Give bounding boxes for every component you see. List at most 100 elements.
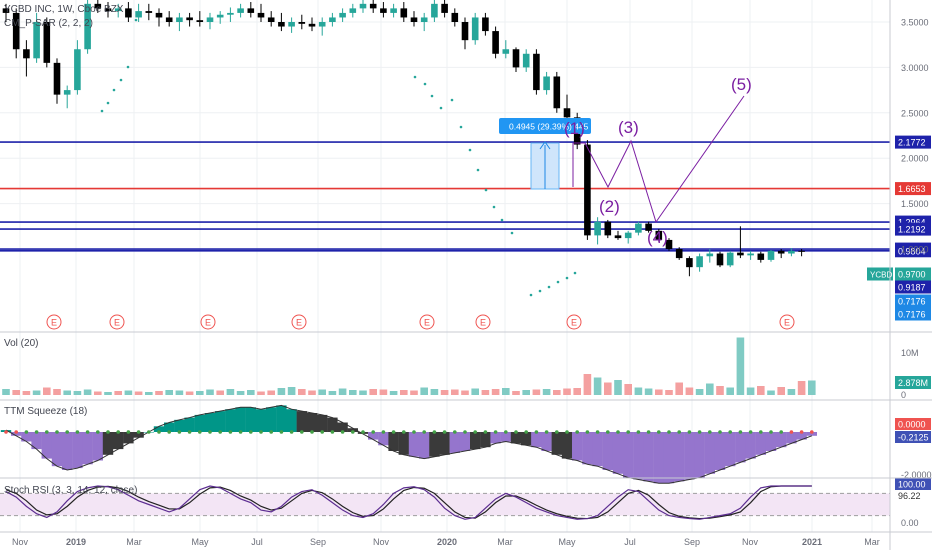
squeeze-bar — [286, 409, 297, 432]
squeeze-dot — [769, 430, 773, 434]
squeeze-bar — [204, 413, 216, 432]
time-tick-label: Nov — [12, 537, 29, 547]
volume-bar — [522, 390, 530, 395]
squeeze-bar — [113, 432, 124, 450]
time-tick-label: Jul — [624, 537, 636, 547]
sar-dot — [100, 109, 104, 113]
measure-label: 0.4945 (29.39%) 445 — [509, 122, 589, 132]
volume-bar — [797, 381, 806, 395]
squeeze-dot — [157, 430, 161, 434]
candle-body — [788, 250, 795, 254]
candle-body — [410, 17, 418, 22]
volume-bar — [563, 388, 571, 395]
volume-bar — [359, 390, 367, 395]
squeeze-bar — [51, 432, 63, 467]
time-tick-label: 2020 — [437, 537, 457, 547]
squeeze-bar — [276, 405, 287, 432]
squeeze-bar — [694, 432, 705, 478]
time-tick-label: Jul — [251, 537, 263, 547]
volume-bar — [338, 388, 347, 395]
stoch-d-line — [5, 485, 812, 520]
squeeze-dot — [65, 430, 69, 434]
squeeze-dot — [198, 430, 202, 434]
sar-dot — [134, 18, 138, 22]
squeeze-dot — [524, 430, 528, 434]
squeeze-bar — [429, 432, 440, 457]
squeeze-dot — [585, 430, 590, 434]
squeeze-dot — [555, 430, 559, 434]
symbol-title[interactable]: YCBD INC, 1W, Cboe BZX — [4, 4, 124, 15]
squeeze-bar — [21, 432, 32, 442]
annotations[interactable]: 0.4945 (29.39%) 445(1) (2) (3) (4) (5) — [499, 75, 752, 247]
volume-bar — [451, 389, 459, 395]
psar-indicator-title[interactable]: CM_P-SAR (2, 2, 2) — [4, 18, 93, 29]
candle-body — [104, 8, 112, 12]
price-tag — [895, 280, 931, 294]
sar-dot — [556, 280, 560, 284]
sar-dot — [476, 168, 480, 172]
candle-body — [94, 3, 102, 9]
squeeze-bar — [439, 432, 450, 455]
level-price-tag — [895, 222, 931, 236]
squeeze-bar — [398, 432, 409, 455]
squeeze-dot — [595, 430, 600, 434]
volume-bar — [716, 386, 724, 395]
squeeze-tick-label: -2.0000 — [901, 470, 932, 480]
volume-bar — [2, 389, 10, 395]
squeeze-bar — [327, 417, 338, 432]
earnings-icon — [200, 314, 216, 330]
stoch-rsi-title[interactable]: Stoch RSI (3, 3, 14, 12, close) — [4, 485, 138, 496]
time-axis[interactable]: Nov 2019 Mar May Jul Sep Nov 2020 Mar May Jul Sep No… — [12, 537, 880, 547]
volume-bar — [675, 382, 683, 395]
squeeze-title[interactable]: TTM Squeeze (18) — [4, 406, 88, 417]
volume-bar — [695, 389, 704, 395]
squeeze-dot — [697, 430, 702, 434]
earnings-label: E — [205, 318, 211, 328]
squeeze-bar — [419, 432, 430, 459]
volume-bar — [175, 390, 184, 395]
candle-body — [53, 62, 61, 95]
squeeze-bar — [133, 432, 144, 438]
candle-body — [125, 8, 132, 18]
price-tick-label: 2.5000 — [901, 108, 929, 118]
squeeze-bar — [123, 432, 134, 444]
sar-dot — [468, 148, 472, 152]
measure-label-box — [499, 118, 591, 134]
horizontal-levels[interactable] — [0, 141, 890, 252]
volume-bar — [726, 387, 734, 395]
candles-series — [2, 0, 805, 277]
volume-value-tag — [895, 376, 931, 389]
squeeze-bar — [317, 414, 328, 432]
candle-body — [533, 53, 540, 91]
stoch-tick-label: 0.00 — [901, 518, 919, 528]
squeeze-dot — [126, 430, 131, 434]
squeeze-dot — [187, 430, 192, 434]
volume-bar — [400, 390, 408, 395]
squeeze-dot — [75, 430, 80, 434]
squeeze-dot — [657, 430, 661, 434]
squeeze-bar — [490, 432, 501, 444]
squeeze-bar — [786, 432, 797, 444]
volume-title[interactable]: Vol (20) — [4, 338, 39, 349]
squeeze-bar — [194, 414, 205, 432]
squeeze-bar — [510, 432, 522, 444]
volume-bar — [226, 389, 235, 395]
price-axis[interactable]: 2.17721.66531.29641.21920.99900.98043.50… — [867, 18, 932, 529]
candle-body — [196, 20, 204, 22]
candle-body — [298, 22, 306, 24]
volume-bar — [114, 391, 122, 395]
time-tick-label: Sep — [684, 537, 700, 547]
squeeze-dot — [269, 430, 274, 434]
ttm-squeeze-pane — [0, 404, 817, 484]
price-tag — [895, 267, 931, 281]
candle-body — [145, 11, 153, 13]
squeeze-dot — [310, 430, 314, 434]
earnings-icon — [475, 314, 491, 330]
squeeze-bar — [623, 432, 634, 478]
level-price-label: 1.6653 — [898, 184, 926, 194]
candle-body — [247, 8, 255, 13]
candle-body — [604, 221, 612, 236]
